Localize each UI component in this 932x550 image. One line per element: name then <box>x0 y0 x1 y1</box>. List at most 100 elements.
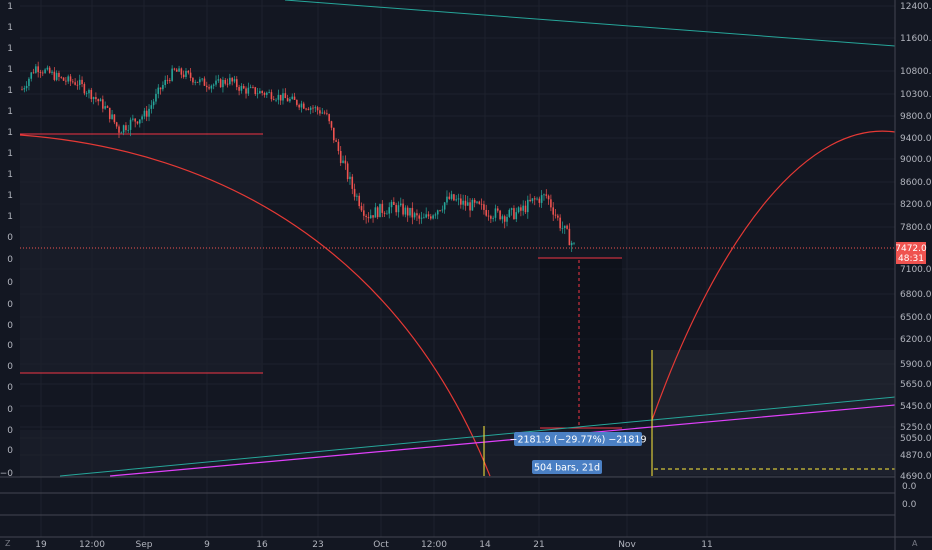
candle-body <box>496 208 499 211</box>
left-tick-label: 0 <box>7 446 13 456</box>
candle-body <box>69 76 72 82</box>
curve-falling-arc[interactable] <box>19 134 491 477</box>
candle-body <box>185 70 187 77</box>
indicator-tick-label: 0.0 <box>902 500 917 510</box>
candle-body <box>515 212 518 220</box>
x-tick-label: 23 <box>312 540 323 550</box>
candle-body <box>360 206 363 211</box>
candle-body <box>134 118 136 122</box>
candle-body <box>266 92 268 95</box>
candle-body <box>369 215 372 219</box>
candle-body <box>510 208 513 210</box>
candle-body <box>182 74 185 77</box>
candle-body <box>286 98 289 102</box>
candle-body <box>314 107 317 109</box>
candle-body <box>319 110 321 114</box>
candle-body <box>485 209 488 216</box>
candle-body <box>259 91 261 94</box>
candle-body <box>536 198 538 200</box>
x-tick-label: Sep <box>136 540 153 550</box>
candle-body <box>298 104 300 108</box>
candle-body <box>113 114 116 123</box>
candle-body <box>524 205 527 213</box>
y-tick-label: 12400.0 <box>900 2 932 12</box>
candle-body <box>527 199 529 213</box>
candle-body <box>344 160 347 164</box>
candle-body <box>312 107 314 109</box>
candle-body <box>462 200 464 205</box>
candle-body <box>41 72 44 74</box>
candle-body <box>522 205 524 211</box>
candle-body <box>203 78 206 86</box>
trendline-magenta[interactable] <box>109 404 896 477</box>
x-tick-label: 21 <box>533 540 544 550</box>
left-tick-label: 0 <box>7 383 13 393</box>
curve-rising-arc[interactable] <box>651 130 896 421</box>
candle-body <box>305 108 307 110</box>
candle-body <box>300 103 303 108</box>
time-axis[interactable]: 19 12:00 Sep 9 16 23 Oct 12:00 14 21 Nov 11 <box>35 540 712 550</box>
candle-body <box>455 199 458 201</box>
candle-body <box>284 93 287 99</box>
candle-body <box>547 195 550 200</box>
candle-body <box>67 76 69 82</box>
candle-body <box>309 107 312 110</box>
candle-body <box>409 207 411 216</box>
candle-body <box>326 113 328 115</box>
x-tick-label: 16 <box>256 540 268 550</box>
candle-body <box>162 84 164 90</box>
candle-body <box>120 132 123 134</box>
x-tick-label: Oct <box>373 540 389 550</box>
candle-body <box>545 194 548 196</box>
candle-body <box>538 198 541 203</box>
chart-drawings[interactable] <box>19 0 896 477</box>
y-tick-label: 6500.0 <box>900 313 932 323</box>
candle-body <box>159 87 162 90</box>
candle-body <box>138 119 141 124</box>
candle-body <box>399 203 402 206</box>
left-tick-label: 1 <box>7 170 13 180</box>
measure-label-box <box>514 432 642 446</box>
indicator-axis: 0.0 0.0 <box>902 482 917 510</box>
corner-left-label[interactable]: Z <box>5 539 11 548</box>
candle-body <box>490 216 492 219</box>
candle-body <box>323 112 326 114</box>
corner-right-label[interactable]: A <box>912 539 918 548</box>
candles <box>21 61 575 253</box>
candle-body <box>152 101 155 106</box>
candle-body <box>178 68 180 72</box>
candle-body <box>166 79 169 81</box>
candle-body <box>379 203 381 218</box>
candle-body <box>381 203 384 213</box>
candle-body <box>476 201 478 203</box>
trendline-teal-lower[interactable] <box>59 396 896 477</box>
candle-body <box>219 79 222 88</box>
candle-body <box>411 207 414 218</box>
candle-body <box>517 207 520 213</box>
range-label: 504 bars, 21d <box>532 460 602 474</box>
candle-body <box>30 72 33 79</box>
candle-body <box>383 212 386 214</box>
candle-body <box>492 217 494 219</box>
y-tick-label: 8200.0 <box>900 200 932 210</box>
price-axis[interactable]: 12400.0 11600.0 10800.0 10300.0 9800.0 9400.0… <box>900 2 932 482</box>
candle-body <box>272 99 275 100</box>
candle-body <box>254 87 257 95</box>
candle-body <box>501 216 504 220</box>
x-tick-label: 11 <box>701 540 712 550</box>
left-tick-label: 0 <box>7 321 13 331</box>
trendline-top-teal[interactable] <box>284 0 896 47</box>
candle-body <box>189 72 192 78</box>
candle-body <box>332 127 335 141</box>
left-tick-label: 1 <box>7 191 13 201</box>
candle-body <box>346 163 349 180</box>
candle-body <box>229 77 231 85</box>
candle-body <box>199 79 201 83</box>
candle-body <box>205 85 208 88</box>
y-tick-label: 8600.0 <box>900 178 932 188</box>
candle-body <box>88 89 90 94</box>
candle-body <box>76 84 79 86</box>
candle-body <box>23 88 26 90</box>
left-tick-label: 1 <box>7 65 13 75</box>
